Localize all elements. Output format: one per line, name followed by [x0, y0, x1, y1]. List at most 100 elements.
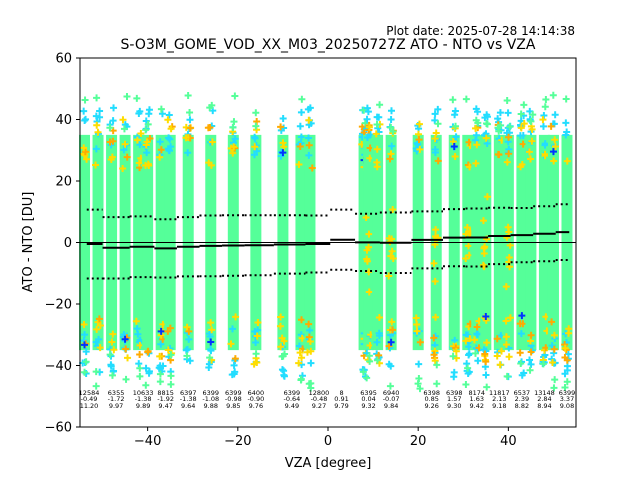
- data-point: [83, 155, 91, 163]
- data-point: [307, 379, 315, 387]
- data-point: [231, 355, 239, 363]
- data-point: [252, 350, 260, 358]
- data-point: [526, 356, 534, 364]
- data-point: [254, 319, 262, 327]
- data-point: [360, 106, 368, 114]
- data-point: [375, 313, 383, 321]
- data-point: [157, 146, 165, 154]
- data-point: [482, 358, 490, 366]
- bin-stat-mean: -1.72: [108, 395, 125, 403]
- data-point: [362, 213, 370, 221]
- data-point: [505, 133, 513, 141]
- data-point: [156, 352, 164, 360]
- data-point: [298, 95, 306, 103]
- data-point: [296, 349, 304, 357]
- data-point: [364, 108, 372, 116]
- plot-date: Plot date: 2025-07-28 14:14:38: [386, 24, 575, 38]
- data-point: [297, 375, 305, 383]
- data-point: [565, 329, 573, 337]
- bin-stat-mean: -1.38: [180, 395, 197, 403]
- bin-stat-std: 9.88: [204, 402, 218, 410]
- data-point: [184, 92, 192, 100]
- data-point: [375, 329, 383, 337]
- bin-stat-mean: 0.04: [361, 395, 375, 403]
- data-point: [206, 354, 214, 362]
- data-point: [450, 373, 458, 381]
- data-point: [465, 351, 473, 359]
- data-point: [464, 331, 472, 339]
- data-point: [502, 333, 510, 341]
- bin-stat-std: 9.97: [109, 402, 123, 410]
- bin-stat-std: 9.64: [181, 402, 195, 410]
- data-point: [207, 347, 215, 355]
- data-point: [305, 134, 313, 142]
- bin-stat-std: 9.27: [312, 402, 326, 410]
- data-point: [542, 95, 550, 103]
- data-point: [375, 351, 383, 359]
- data-point: [414, 380, 422, 388]
- data-point: [551, 136, 559, 144]
- data-point: [92, 338, 100, 346]
- data-point: [92, 112, 100, 120]
- data-point: [434, 120, 442, 128]
- data-point: [251, 143, 259, 151]
- data-point: [156, 370, 164, 378]
- data-point: [482, 134, 490, 142]
- data-point: [361, 119, 369, 127]
- data-point: [121, 335, 129, 343]
- data-point: [278, 366, 286, 374]
- data-point: [305, 333, 313, 341]
- data-point: [156, 153, 164, 161]
- data-point: [416, 385, 424, 393]
- bin-stat-count: 6399: [284, 389, 301, 397]
- data-point: [165, 111, 173, 119]
- data-point: [81, 331, 89, 339]
- data-point: [462, 95, 470, 103]
- data-point: [387, 115, 395, 123]
- data-point: [416, 145, 424, 153]
- data-point: [251, 328, 259, 336]
- data-point: [145, 106, 153, 114]
- data-point: [496, 361, 504, 369]
- data-point: [450, 142, 458, 150]
- data-point: [82, 115, 90, 123]
- y-tick-label: −40: [45, 359, 72, 374]
- data-point: [563, 378, 571, 386]
- data-point: [452, 133, 460, 141]
- data-point: [376, 101, 384, 109]
- data-point: [372, 130, 380, 138]
- bin-stat-count: 12800: [309, 389, 330, 397]
- data-point: [81, 96, 89, 104]
- data-point: [373, 163, 381, 171]
- data-point: [156, 378, 164, 386]
- data-point: [363, 374, 371, 382]
- bin-stat-mean: -0.90: [247, 395, 264, 403]
- data-point: [250, 151, 258, 159]
- data-point: [415, 136, 423, 144]
- data-point: [562, 119, 570, 127]
- data-point: [164, 327, 172, 335]
- y-tick-label: −60: [45, 421, 72, 436]
- data-point: [279, 115, 287, 123]
- data-point: [82, 358, 90, 366]
- data-point: [452, 347, 460, 355]
- data-point: [373, 356, 381, 364]
- data-point: [520, 101, 528, 109]
- x-tick-label: 40: [500, 434, 517, 449]
- data-point: [144, 347, 152, 355]
- data-point: [81, 368, 89, 376]
- data-point: [305, 116, 313, 124]
- data-point: [549, 91, 557, 99]
- data-point: [137, 130, 145, 138]
- data-point: [205, 360, 213, 368]
- data-point: [110, 346, 118, 354]
- data-point: [208, 101, 216, 109]
- data-point: [298, 372, 306, 380]
- data-point: [506, 241, 514, 249]
- data-point: [143, 149, 151, 157]
- data-point: [550, 157, 558, 165]
- data-point: [183, 323, 191, 331]
- data-point: [80, 320, 88, 328]
- data-point: [365, 230, 373, 238]
- data-point: [525, 148, 533, 156]
